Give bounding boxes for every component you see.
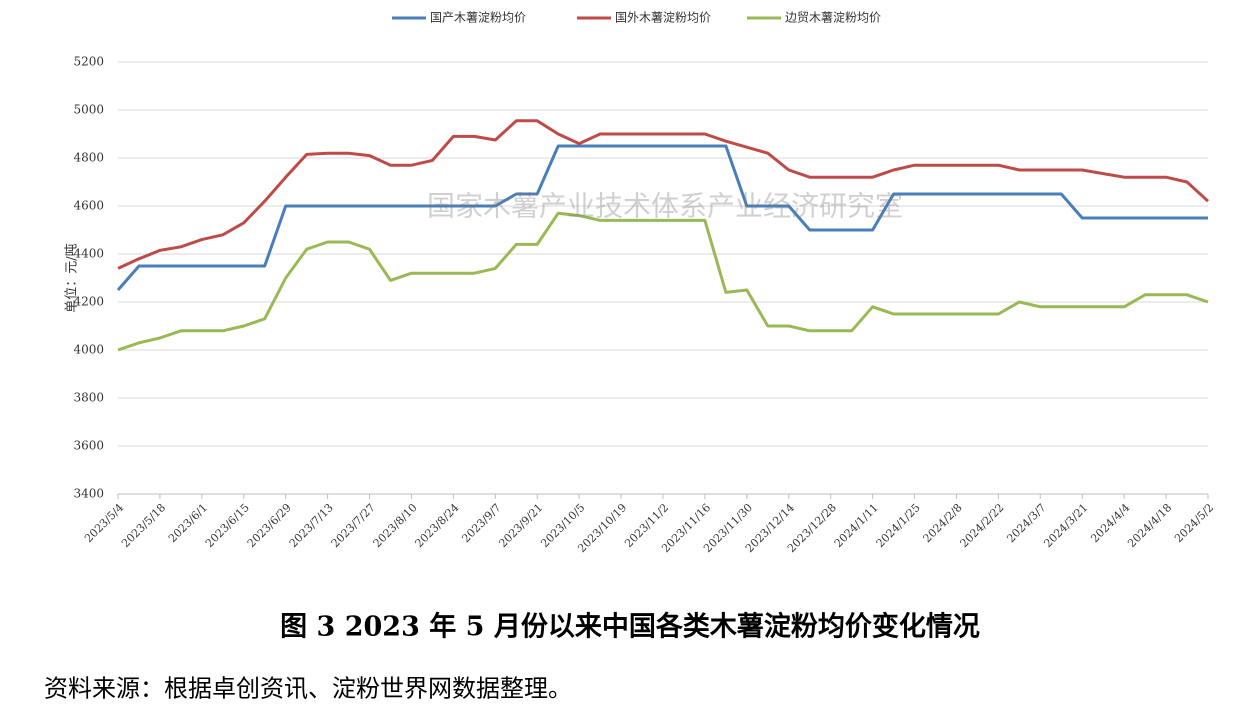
x-tick-label: 2024/2/22	[958, 501, 1007, 550]
x-tick-label: 2023/7/27	[329, 501, 378, 550]
x-tick-label: 2024/1/11	[832, 501, 881, 550]
y-tick-label: 4400	[73, 247, 104, 261]
x-tick-label: 2023/6/29	[245, 501, 294, 550]
x-tick-label: 2024/3/21	[1041, 501, 1090, 550]
y-axis-label: 单位：元/吨	[65, 243, 80, 312]
y-tick-label: 3800	[73, 391, 104, 405]
y-tick-label: 3400	[73, 487, 104, 501]
x-tick-label: 2023/6/1	[166, 501, 210, 545]
y-tick-label: 4000	[73, 343, 104, 357]
x-tick-label: 2024/5/2	[1172, 501, 1216, 545]
watermark: 国家木薯产业技术体系产业经济研究室	[427, 190, 903, 223]
series-line	[116, 144, 1208, 291]
x-tick-label: 2024/1/25	[874, 501, 923, 550]
x-tick-label: 2024/2/8	[921, 501, 965, 545]
x-tick-label: 2024/4/4	[1088, 501, 1132, 545]
x-tick-label: 2023/9/21	[496, 501, 545, 550]
y-tick-label: 5000	[73, 103, 104, 117]
y-tick-label: 5200	[73, 55, 104, 69]
source-note: 资料来源：根据卓创资讯、淀粉世界网数据整理。	[44, 675, 572, 703]
legend-label: 国产木薯淀粉均价	[430, 11, 526, 25]
x-tick-label: 2023/5/4	[82, 501, 126, 545]
x-tick-label: 2023/5/18	[119, 501, 168, 550]
x-tick-label: 2023/8/10	[371, 501, 420, 550]
y-tick-label: 4200	[73, 295, 104, 309]
chart-title: 图 3 2023 年 5 月份以来中国各类木薯淀粉均价变化情况	[280, 611, 980, 643]
x-tick-label: 2023/8/24	[413, 501, 462, 550]
legend-label: 国外木薯淀粉均价	[615, 11, 711, 25]
series-line	[117, 211, 1209, 352]
x-tick-label: 2024/4/18	[1125, 501, 1174, 550]
series-line	[117, 119, 1210, 270]
x-tick-label: 2023/9/7	[459, 501, 503, 545]
x-tick-label: 2023/6/15	[203, 501, 252, 550]
y-tick-label: 4600	[73, 199, 104, 213]
legend-label: 边贸木薯淀粉均价	[785, 11, 881, 25]
x-tick-label: 2024/3/7	[1004, 501, 1048, 545]
y-tick-label: 4800	[73, 151, 104, 165]
y-tick-label: 3600	[73, 439, 104, 453]
x-tick-label: 2023/7/13	[287, 501, 336, 550]
